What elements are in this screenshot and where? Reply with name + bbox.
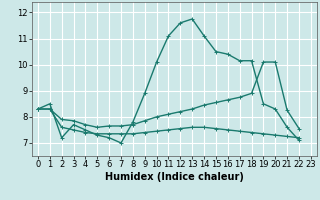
X-axis label: Humidex (Indice chaleur): Humidex (Indice chaleur) [105, 172, 244, 182]
